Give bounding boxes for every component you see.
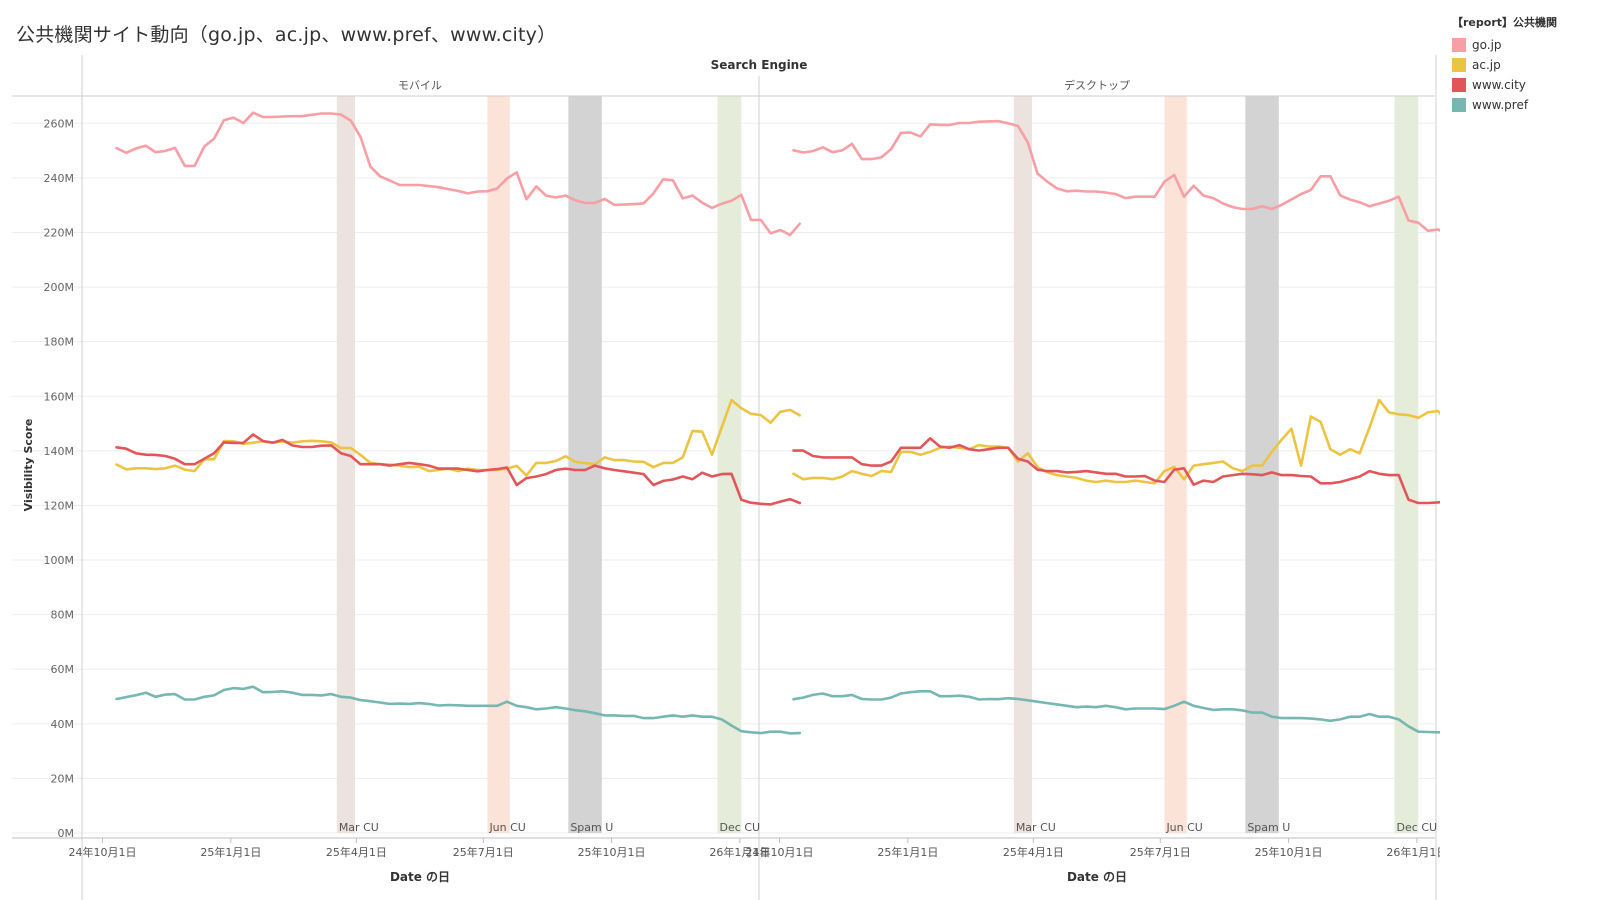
y-axis-label: Visibility Score [22,419,35,512]
event-band [568,96,602,833]
legend-swatch-www-pref [1452,98,1466,112]
y-tick-label: 0M [58,827,75,840]
event-band [717,96,742,833]
event-band-label: Dec CU [720,821,761,834]
event-band [1394,96,1419,833]
x-tick-label: 25年10月1日 [1255,845,1323,859]
y-tick-label: 140M [44,445,75,458]
legend-swatch-go-jp [1452,38,1466,52]
legend-label-www-city: www.city [1472,78,1526,92]
legend-label-go-jp: go.jp [1472,38,1502,52]
x-tick-label: 26年1月1日 [1386,845,1440,859]
y-tick-label: 200M [44,281,75,294]
y-tick-label: 180M [44,336,75,349]
event-band-label: Jun CU [488,821,525,834]
event-band-label: Mar CU [1016,821,1056,834]
panel-title-desktop: デスクトップ [1064,78,1130,92]
x-axis-label-desktop: Date の日 [1067,870,1127,884]
y-tick-label: 240M [44,172,75,185]
event-band-label: Spam U [570,821,613,834]
legend-item-www-city[interactable]: www.city [1452,75,1597,95]
x-tick-label: 25年4月1日 [1003,845,1064,859]
y-tick-label: 20M [51,772,75,785]
series-line-www-pref [792,689,1440,734]
y-tick-label: 120M [44,499,75,512]
event-bands [336,96,1419,833]
y-tick-label: 160M [44,390,75,403]
x-tick-label: 25年4月1日 [326,845,387,859]
x-axis-label-mobile: Date の日 [390,870,450,884]
x-tick-label: 25年1月1日 [877,845,938,859]
series-line-www-pref [115,685,802,735]
legend-title: 【report】公共機関 [1452,16,1557,29]
legend-swatch-www-city [1452,78,1466,92]
chart-canvas: Search Engine モバイル デスクトップ Visibility Sco… [12,55,1440,900]
series-line-go-jp [792,119,1440,233]
legend-item-www-pref[interactable]: www.pref [1452,95,1597,115]
legend-label-www-pref: www.pref [1472,98,1529,112]
series-line-www-city [792,436,1440,505]
x-tick-label: 26年1月1日 [709,845,770,859]
series-line-ac-jp [115,398,802,477]
y-tick-label: 80M [51,609,75,622]
panel-title-mobile: モバイル [398,79,442,92]
x-tick-label: 25年7月1日 [1130,845,1191,859]
series-line-go-jp [115,111,802,237]
series-line-www-city [115,433,802,506]
y-tick-label: 60M [51,663,75,676]
event-band-label: Mar CU [339,821,379,834]
event-band [1013,96,1032,833]
chart-labels: Search Engine モバイル デスクトップ Visibility Sco… [22,58,1440,884]
event-band-label: Spam U [1247,821,1290,834]
y-tick-label: 260M [44,117,75,130]
event-band-label: Dec CU [1397,821,1438,834]
event-band [487,96,510,833]
legend-item-ac-jp[interactable]: ac.jp [1452,55,1597,75]
x-tick-label: 24年10月1日 [69,845,137,859]
event-band-label: Jun CU [1165,821,1202,834]
chart-frame [12,55,1437,900]
x-tick-label: 24年10月1日 [746,845,814,859]
event-band [1164,96,1187,833]
x-tick-label: 25年7月1日 [453,845,514,859]
legend-item-go-jp[interactable]: go.jp [1452,35,1597,55]
series-lines [115,111,1440,735]
chart-title: 公共機関サイト動向（go.jp、ac.jp、www.pref、www.city） [16,24,557,46]
series-line-ac-jp [792,398,1440,485]
y-tick-label: 40M [51,718,75,731]
x-tick-label: 25年10月1日 [578,845,646,859]
legend-label-ac-jp: ac.jp [1472,58,1501,72]
y-tick-label: 220M [44,226,75,239]
legend-swatch-ac-jp [1452,58,1466,72]
legend: 【report】公共機関 go.jp ac.jp www.city www.pr… [1452,14,1597,115]
facet-title: Search Engine [711,58,808,72]
x-tick-label: 25年1月1日 [200,845,261,859]
event-band [336,96,355,833]
y-tick-label: 100M [44,554,75,567]
